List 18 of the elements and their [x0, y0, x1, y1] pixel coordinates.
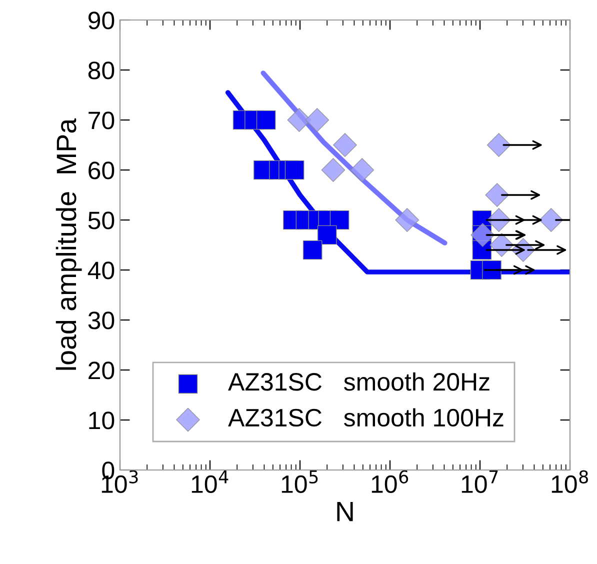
y-tick-label: 10: [89, 412, 114, 430]
y-tick-label: 20: [88, 362, 114, 380]
x-tick-label: 10$^{8}$: [552, 470, 588, 494]
x-tick-label: 10$^{4}$: [192, 470, 228, 494]
y-tick-label: 70: [88, 112, 114, 130]
y-axis-title: load amplitude MPa: [56, 118, 82, 370]
y-tick-label: 90: [88, 12, 114, 30]
x-tick-label: 10$^{6}$: [372, 470, 408, 494]
y-tick-label: 80: [88, 62, 114, 80]
legend-label: AZ31SC smooth 20Hz: [228, 372, 490, 391]
y-tick-label: 30: [88, 312, 114, 330]
x-axis-title: N: [337, 502, 353, 522]
legend-label: AZ31SC smooth 100Hz: [228, 408, 504, 427]
y-tick-label: 60: [88, 162, 114, 180]
y-tick-label: 50: [88, 212, 114, 230]
x-tick-label: 10$^{7}$: [462, 470, 498, 494]
y-tick-label: 40: [88, 262, 114, 280]
x-tick-label: 10$^{5}$: [282, 470, 318, 494]
